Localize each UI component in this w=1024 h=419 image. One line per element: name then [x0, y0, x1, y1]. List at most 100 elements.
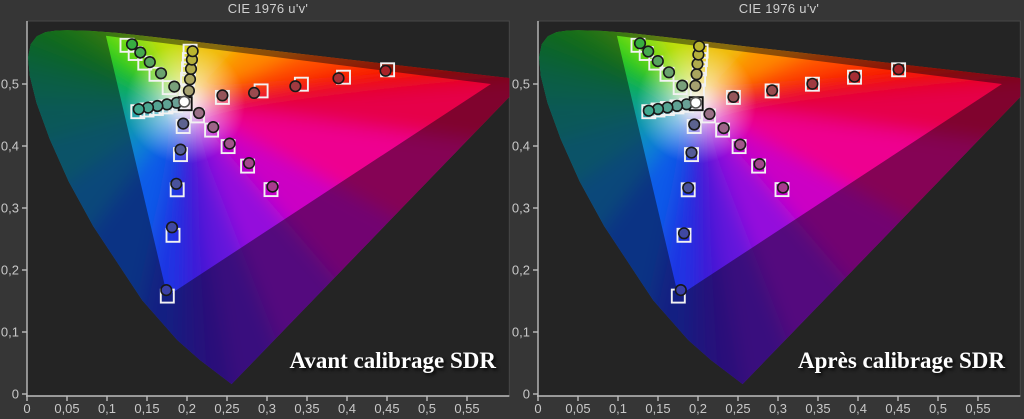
measurement-circle	[182, 84, 195, 97]
left-chart-caption: Avant calibrage SDR	[289, 348, 496, 373]
x-tick-label: 0,45	[374, 401, 399, 416]
x-tick-label: 0,35	[805, 401, 830, 416]
y-tick-label: 0,1	[1, 325, 19, 340]
y-tick-label: 0	[12, 387, 19, 402]
measurement-circle	[633, 37, 647, 50]
measurement-circle	[688, 118, 701, 131]
y-tick-label: 0,5	[512, 77, 530, 92]
measurement-circle	[332, 72, 345, 85]
measurement-circle	[178, 95, 191, 108]
x-tick-label: 0,05	[54, 401, 79, 416]
y-tick-label: 0,4	[512, 139, 530, 154]
measurement-circle	[689, 79, 702, 92]
measurement-circle	[165, 221, 179, 234]
axes	[533, 21, 1021, 401]
measurement-circle	[734, 138, 747, 151]
measurement-circle	[248, 86, 261, 99]
measurement-circle	[753, 158, 766, 171]
measurement-circle	[186, 45, 199, 58]
measurement-circle	[183, 73, 197, 86]
x-tick-label: 0,4	[338, 401, 356, 416]
x-tick-label: 0,05	[565, 401, 590, 416]
y-tick-label: 0,2	[512, 263, 530, 278]
measurement-circle	[143, 55, 156, 69]
x-tick-label: 0,1	[609, 401, 627, 416]
measurement-circle	[690, 68, 703, 81]
y-tick-label: 0,5	[1, 77, 19, 92]
measurement-circle	[642, 45, 655, 58]
measurement-circle	[154, 67, 168, 80]
right-chart-title: CIE 1976 u'v'	[738, 1, 820, 16]
measurement-circle	[674, 284, 687, 297]
measurement-circle	[892, 63, 905, 76]
measurement-circle	[776, 181, 790, 194]
x-tick-label: 0,4	[849, 401, 867, 416]
measurement-circle	[703, 107, 716, 120]
x-tick-label: 0,55	[965, 401, 990, 416]
target-square	[804, 76, 820, 92]
x-tick-label: 0,3	[769, 401, 787, 416]
measurement-circle	[174, 143, 187, 156]
measurement-circle	[216, 89, 229, 102]
measurement-circle	[727, 90, 740, 103]
measurement-circle	[289, 80, 302, 93]
measurement-circle	[806, 77, 819, 90]
left-chart-title: CIE 1976 u'v'	[227, 1, 309, 16]
measurement-circle	[689, 96, 702, 109]
measurement-circle	[223, 137, 236, 150]
measurement-circle	[132, 103, 145, 116]
x-tick-label: 0,15	[134, 401, 159, 416]
markers	[119, 37, 396, 304]
chart-panel-apres: 0 0,05 0,1 0,15 0,2 0,25 0,3 0,35 0,4 0,45 0,5 0,55…	[512, 20, 1021, 417]
x-tick-label: 0,3	[258, 401, 276, 416]
tick-labels: 0 0,05 0,1 0,15 0,2 0,25 0,3 0,35 0,4 0,45 0,5 0,55…	[512, 77, 991, 417]
measurement-circle	[266, 180, 279, 193]
measurement-circle	[717, 122, 730, 135]
x-tick-label: 0,15	[645, 401, 670, 416]
x-tick-label: 0	[23, 401, 30, 416]
measurement-circle	[207, 120, 220, 134]
y-tick-label: 0,2	[1, 263, 19, 278]
measurement-circle	[685, 146, 698, 159]
x-tick-label: 0,2	[689, 401, 707, 416]
x-tick-label: 0,2	[178, 401, 196, 416]
measurement-circle	[168, 80, 181, 93]
measurement-circle	[160, 98, 174, 111]
measurement-circle	[379, 64, 392, 77]
measurement-circle	[651, 54, 664, 68]
measurement-circle	[677, 227, 691, 240]
measurement-circle	[670, 99, 684, 112]
x-tick-label: 0,35	[294, 401, 319, 416]
measurement-circle	[170, 177, 183, 190]
y-tick-label: 0,1	[512, 325, 530, 340]
measurement-circle	[125, 38, 139, 51]
x-tick-label: 0,45	[885, 401, 910, 416]
x-tick-label: 0,55	[454, 401, 479, 416]
x-tick-label: 0,25	[214, 401, 239, 416]
measurement-circle	[662, 66, 676, 79]
y-tick-label: 0,3	[512, 201, 530, 216]
y-tick-label: 0	[523, 387, 530, 402]
measurement-circle	[192, 106, 206, 120]
measurement-circle	[692, 40, 706, 53]
measurement-circle	[682, 181, 695, 194]
x-tick-label: 0	[534, 401, 541, 416]
y-tick-label: 0,3	[1, 201, 19, 216]
measurement-circle	[243, 157, 256, 170]
measurement-circle	[848, 70, 861, 83]
x-tick-label: 0,1	[98, 401, 116, 416]
measurement-circle	[177, 117, 190, 130]
chart-panel-avant: 0 0,05 0,1 0,15 0,2 0,25 0,3 0,35 0,4 0,45 0,5 0,55…	[1, 20, 510, 417]
right-chart-caption: Après calibrage SDR	[798, 348, 1005, 373]
measurement-circle	[160, 284, 173, 297]
tick-labels: 0 0,05 0,1 0,15 0,2 0,25 0,3 0,35 0,4 0,45 0,5 0,55…	[1, 77, 480, 417]
x-tick-label: 0,5	[929, 401, 947, 416]
measurement-circle	[642, 104, 655, 117]
markers	[630, 37, 907, 304]
measurement-circle	[765, 84, 779, 97]
axes	[22, 21, 510, 401]
y-tick-label: 0,4	[1, 139, 19, 154]
measurement-circle	[134, 46, 147, 59]
